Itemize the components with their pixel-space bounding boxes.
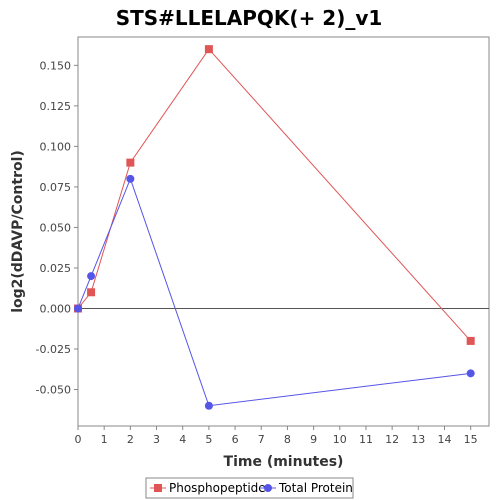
- legend-label-total-protein: Total Protein: [278, 481, 353, 495]
- legend-label-phosphopeptide: Phosphopeptide: [169, 481, 266, 495]
- total-protein-point: [74, 304, 82, 313]
- x-tick-label: 13: [411, 433, 425, 446]
- x-tick-label: 2: [127, 433, 134, 446]
- y-tick-label: -0.050: [36, 384, 71, 397]
- y-tick-label: 0.150: [40, 59, 72, 72]
- x-tick-label: 14: [437, 433, 451, 446]
- legend-box: [145, 477, 354, 499]
- total-protein-point: [466, 369, 475, 378]
- x-tick-label: 3: [153, 433, 160, 446]
- series-total-protein: [74, 174, 475, 410]
- y-tick-label: 0.050: [40, 221, 72, 234]
- x-tick-label: 5: [205, 433, 212, 446]
- total-protein-point: [204, 401, 213, 410]
- legend-marker-phosphopeptide: [154, 484, 162, 492]
- x-tick-label: 15: [464, 433, 478, 446]
- x-tick-label: 7: [258, 433, 265, 446]
- phosphopeptide-point: [126, 158, 135, 167]
- x-tick-label: 0: [75, 433, 82, 446]
- series-layer: [74, 45, 475, 410]
- y-tick-label: 0.100: [40, 140, 72, 153]
- phosphopeptide-point: [87, 288, 96, 297]
- total-protein-point: [126, 174, 135, 183]
- y-axis-label: log2(dDAVP/Control): [10, 150, 26, 313]
- y-tick-label: -0.025: [36, 343, 71, 356]
- x-tick-label: 6: [232, 433, 239, 446]
- total-protein-point: [87, 272, 96, 281]
- legend: Phosphopeptide Total Protein: [145, 477, 354, 499]
- y-axis: -0.050 -0.025 0.000 0.025 0.050 0.075 0.100 0.1…: [36, 59, 78, 397]
- x-tick-label: 9: [310, 433, 317, 446]
- y-tick-label: 0.075: [40, 181, 72, 194]
- y-tick-label: 0.025: [40, 262, 72, 275]
- x-tick-label: 1: [101, 433, 108, 446]
- chart-title: STS#LLELAPQK(+ 2)_v1: [116, 6, 383, 30]
- legend-marker-total-protein: [264, 484, 272, 492]
- x-axis-label: Time (minutes): [224, 454, 344, 470]
- x-tick-label: 12: [385, 433, 399, 446]
- x-axis: 0 1 2 3 4 5 6 7 8 9 10 11 12 13 14 15: [75, 426, 478, 446]
- y-tick-label: 0.125: [40, 100, 72, 113]
- x-tick-label: 4: [179, 433, 186, 446]
- phosphopeptide-point: [204, 45, 213, 54]
- plot-area: [77, 36, 490, 427]
- x-tick-label: 10: [333, 433, 347, 446]
- x-tick-label: 8: [284, 433, 291, 446]
- x-tick-label: 11: [359, 433, 373, 446]
- y-tick-label: 0.000: [40, 302, 72, 315]
- phosphopeptide-point: [466, 336, 475, 345]
